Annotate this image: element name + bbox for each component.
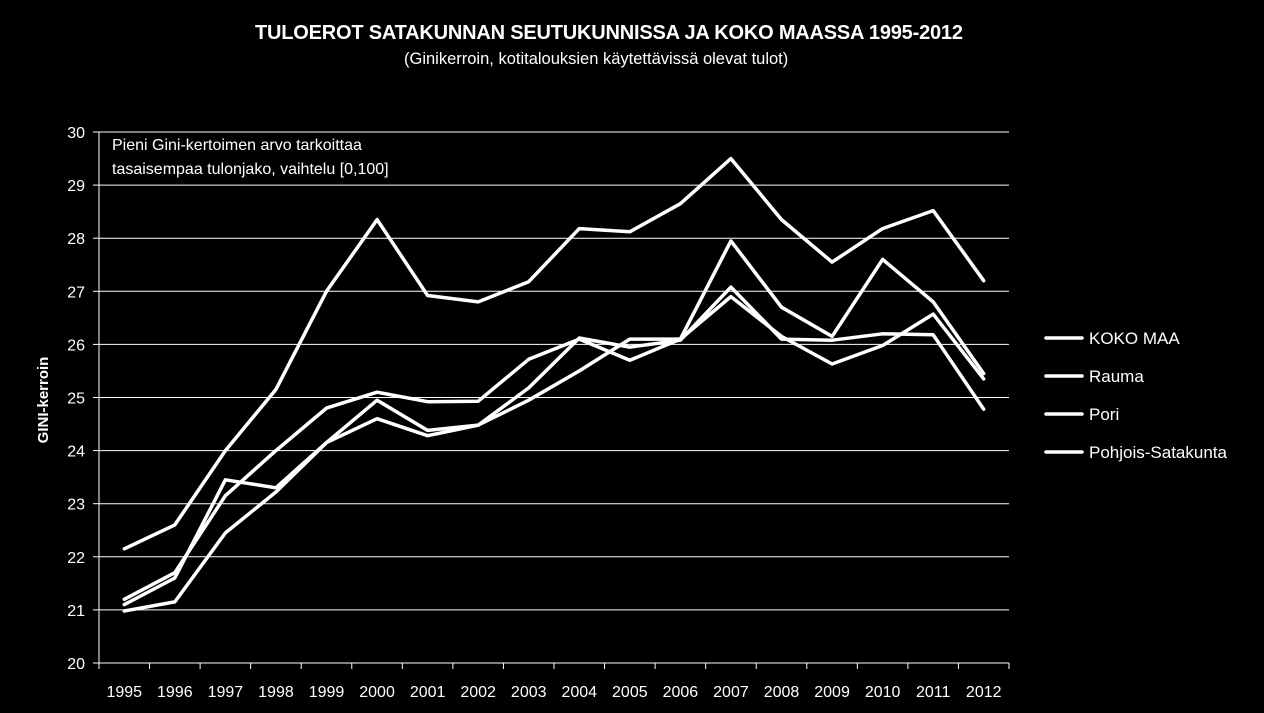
y-tick-label: 23 (67, 497, 85, 514)
x-tick-label: 1996 (157, 684, 193, 701)
y-tick-label: 30 (67, 125, 85, 142)
x-tick-label: 1999 (309, 684, 345, 701)
x-tick-label: 2008 (764, 684, 800, 701)
x-tick-label: 1995 (106, 684, 142, 701)
series-lines (122, 156, 986, 613)
y-tick-label: 26 (67, 337, 85, 354)
x-tick-label: 2007 (713, 684, 749, 701)
legend-label: Rauma (1089, 367, 1144, 386)
x-tick-label: 2002 (460, 684, 496, 701)
x-tick-labels: 1995 1996 1997 1998 1999 2000 2001 2002 2003 2004… (106, 684, 1001, 701)
y-axis-label: GINI-kerroin (35, 357, 52, 444)
y-tick-label: 29 (67, 178, 85, 195)
y-tick-label: 22 (67, 550, 85, 567)
x-tick-label: 2010 (865, 684, 901, 701)
x-tick-label: 2003 (511, 684, 547, 701)
legend: KOKO MAA Rauma Pori Pohjois-Satakunta (1044, 329, 1228, 462)
x-tick-label: 2001 (410, 684, 446, 701)
legend-label: Pohjois-Satakunta (1089, 443, 1228, 462)
series-line-3 (122, 285, 986, 607)
chart-subtitle: (Ginikerroin, kotitalouksien käytettävis… (404, 50, 789, 68)
chart-annotation: Pieni Gini-kertoimen arvo tarkoittaa tas… (112, 137, 389, 178)
x-tick-label: 2009 (814, 684, 850, 701)
x-tick-label: 2004 (561, 684, 597, 701)
x-tick-label: 1998 (258, 684, 294, 701)
x-tick-label: 2005 (612, 684, 648, 701)
series-line-0 (122, 156, 986, 551)
series-line-2 (122, 294, 986, 613)
x-tick-label: 2000 (359, 684, 395, 701)
chart-title: TULOEROT SATAKUNNAN SEUTUKUNNISSA JA KOK… (255, 22, 963, 44)
y-tick-label: 28 (67, 231, 85, 248)
x-tick-label: 2006 (663, 684, 699, 701)
y-tick-label: 24 (67, 444, 85, 461)
y-tick-labels: 20 21 22 23 24 25 26 27 28 29 30 (67, 125, 85, 673)
y-tick-label: 25 (67, 391, 85, 408)
x-tick-label: 2012 (966, 684, 1002, 701)
axes (93, 131, 1010, 669)
y-tick-label: 21 (67, 603, 85, 620)
series-line-1 (122, 239, 986, 602)
y-tick-label: 20 (67, 656, 85, 673)
gridlines (99, 131, 1009, 611)
legend-label: Pori (1089, 405, 1119, 424)
y-tick-label: 27 (67, 284, 85, 301)
x-tick-label: 2011 (916, 684, 951, 701)
legend-label: KOKO MAA (1089, 329, 1180, 348)
x-tick-label: 1997 (208, 684, 244, 701)
